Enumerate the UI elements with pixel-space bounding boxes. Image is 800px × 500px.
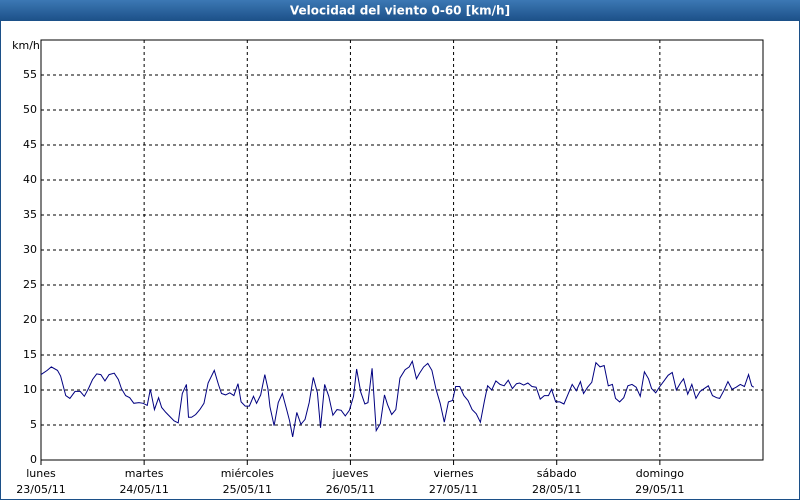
- y-tick-label: 5: [30, 418, 37, 431]
- x-tick-date: 29/05/11: [635, 483, 684, 496]
- y-tick-label: 55: [23, 68, 37, 81]
- x-tick-label: domingo: [636, 467, 684, 480]
- y-tick-label: 40: [23, 173, 37, 186]
- x-tick-date: 26/05/11: [326, 483, 375, 496]
- y-tick-label: 0: [30, 453, 37, 466]
- y-tick-label: 10: [23, 383, 37, 396]
- y-tick-label: 35: [23, 208, 37, 221]
- y-tick-label: 20: [23, 313, 37, 326]
- y-tick-label: 45: [23, 138, 37, 151]
- x-tick-label: jueves: [332, 467, 369, 480]
- x-tick-date: 28/05/11: [532, 483, 581, 496]
- wind-speed-line: [40, 359, 754, 437]
- x-tick-date: 27/05/11: [429, 483, 478, 496]
- x-tick-date: 23/05/11: [16, 483, 65, 496]
- title-bar: [0, 0, 800, 21]
- x-tick-label: viernes: [434, 467, 474, 480]
- chart-title: Velocidad del viento 0-60 [km/h]: [290, 4, 510, 18]
- y-tick-label: 25: [23, 278, 37, 291]
- x-tick-label: miércoles: [221, 467, 274, 480]
- x-tick-date: 24/05/11: [119, 483, 168, 496]
- x-tick-label: lunes: [26, 467, 56, 480]
- y-tick-label: 15: [23, 348, 37, 361]
- x-tick-date: 25/05/11: [223, 483, 272, 496]
- y-tick-label: 30: [23, 243, 37, 256]
- x-tick-label: sábado: [537, 467, 577, 480]
- y-tick-label: 50: [23, 103, 37, 116]
- x-tick-label: martes: [125, 467, 164, 480]
- y-axis-label: km/h: [12, 39, 40, 52]
